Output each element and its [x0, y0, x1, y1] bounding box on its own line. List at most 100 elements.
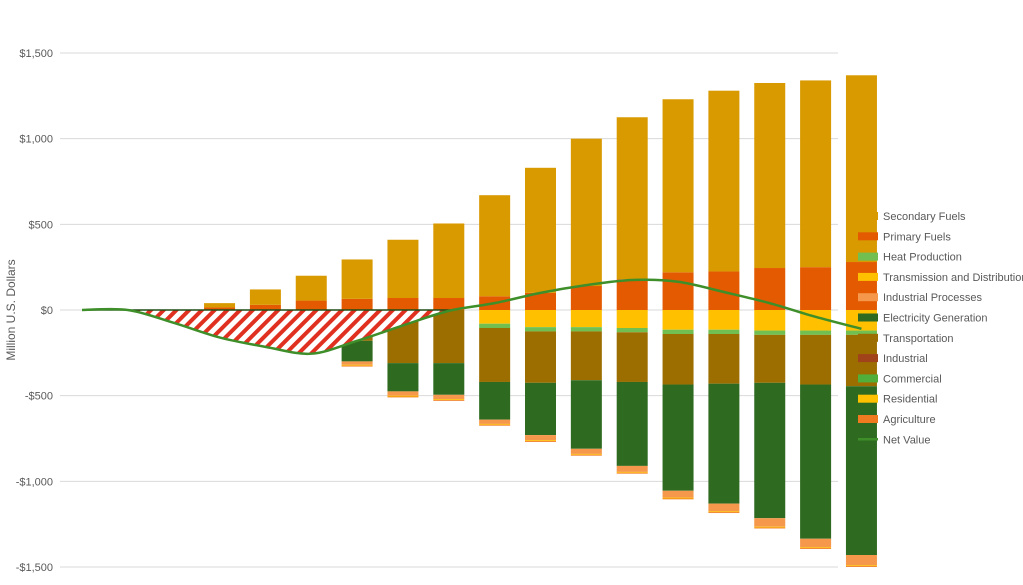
bar-segment — [570, 327, 602, 332]
bar-segment — [616, 471, 648, 473]
bar-segment — [525, 382, 556, 436]
bar-segment — [662, 99, 694, 273]
bar-segment — [570, 380, 602, 449]
bar-segment — [800, 548, 832, 550]
bar-segment — [754, 334, 786, 383]
bar-segment — [662, 333, 694, 385]
legend-label: Secondary Fuels — [883, 211, 966, 223]
bar-segment — [708, 329, 740, 334]
bar-segment — [387, 391, 419, 396]
bar-segment — [341, 364, 373, 366]
bar-segment — [616, 327, 648, 333]
bar-segment — [204, 303, 236, 308]
y-tick-label: -$1,000 — [16, 476, 53, 488]
legend-label: Residential — [883, 394, 937, 406]
legend-item: Primary Fuels — [858, 231, 951, 243]
bar-segment — [479, 423, 511, 425]
bar-segment — [800, 538, 832, 548]
legend-swatch — [858, 272, 878, 281]
bar-segment — [387, 395, 419, 397]
legend-item: Transportation — [858, 333, 954, 345]
bar-segment — [249, 289, 281, 305]
legend-item: Electricity Generation — [858, 313, 988, 325]
bar-segment — [479, 195, 511, 297]
bar-segment — [754, 310, 786, 331]
bar-segment — [708, 310, 740, 330]
net-value-line-path — [81, 278, 862, 356]
bar-segment — [525, 435, 556, 441]
bar-segment — [800, 330, 832, 335]
legend-item: Residential — [858, 394, 937, 406]
bar-segment — [662, 490, 694, 498]
bar-segment — [525, 441, 556, 442]
net-value-line — [81, 278, 862, 356]
legend-label: Industrial Processes — [883, 292, 983, 304]
legend-label: Agriculture — [883, 414, 936, 426]
bar-segment — [479, 327, 511, 382]
bar-segment — [525, 310, 556, 328]
y-tick-label: $1,000 — [19, 134, 53, 146]
bar-segment — [341, 298, 373, 310]
bar-segment — [845, 75, 877, 263]
bar-segment — [570, 310, 602, 328]
bar-segment — [754, 382, 786, 519]
legend-swatch — [858, 333, 878, 342]
bar-segment — [616, 381, 648, 466]
legend-swatch — [858, 374, 878, 383]
legend-item: Secondary Fuels — [858, 211, 966, 223]
bar-segment — [800, 384, 832, 539]
bar-segment — [570, 138, 602, 287]
legend-swatch — [858, 394, 878, 403]
bar-segment — [662, 497, 694, 499]
legend-label: Transmission and Distribution — [883, 272, 1023, 284]
bar-segment — [708, 90, 740, 272]
bar-segment — [662, 329, 694, 334]
bar-segment — [433, 310, 465, 364]
bar-segment — [249, 304, 281, 310]
bar-segment — [708, 511, 740, 513]
y-tick-label: $500 — [29, 219, 53, 231]
bar-segment — [754, 82, 786, 269]
legend-item: Transmission and Distribution — [858, 272, 1023, 284]
bar-segment — [754, 526, 786, 528]
bar-segment — [570, 331, 602, 381]
y-tick-label: -$1,500 — [16, 562, 53, 574]
legend-label: Transportation — [883, 333, 954, 345]
legend-swatch — [858, 293, 878, 302]
legend-swatch — [858, 415, 878, 423]
bar-segment — [800, 547, 832, 549]
bar-segment — [433, 399, 465, 401]
bar-segment — [616, 472, 648, 474]
bar-segment — [662, 384, 694, 491]
bar-segment — [662, 310, 694, 330]
bar-segment — [662, 272, 694, 310]
legend-swatch — [858, 252, 878, 261]
bar-segment — [433, 223, 465, 299]
bar-segment — [387, 396, 419, 398]
bar-segment — [387, 239, 419, 299]
y-axis-ticks: $1,500 $1,000 $500 $0 -$500 -$1,000 -$1,500 — [16, 48, 53, 574]
legend-label: Heat Production — [883, 252, 962, 264]
legend-swatch — [858, 232, 878, 241]
bar-segment — [433, 399, 465, 400]
bar-segment — [295, 300, 327, 310]
bar-segment — [433, 394, 465, 400]
bar-segment — [341, 340, 373, 362]
bar-segment — [570, 448, 602, 454]
legend-swatch — [858, 354, 878, 363]
legend-swatch — [858, 313, 878, 322]
bar-segment — [845, 330, 877, 335]
legend-swatch — [858, 212, 878, 220]
bar-segment — [616, 117, 648, 280]
bar-segment — [479, 381, 511, 420]
bar-segment — [616, 465, 648, 472]
bar-segment — [708, 503, 740, 512]
bar-segment — [845, 565, 877, 567]
bar-segment — [295, 275, 327, 301]
bar-segment — [341, 259, 373, 299]
bar-segment — [479, 419, 511, 424]
y-tick-label: $0 — [41, 305, 53, 317]
bar-segment — [800, 80, 832, 268]
bar-segment — [570, 454, 602, 456]
